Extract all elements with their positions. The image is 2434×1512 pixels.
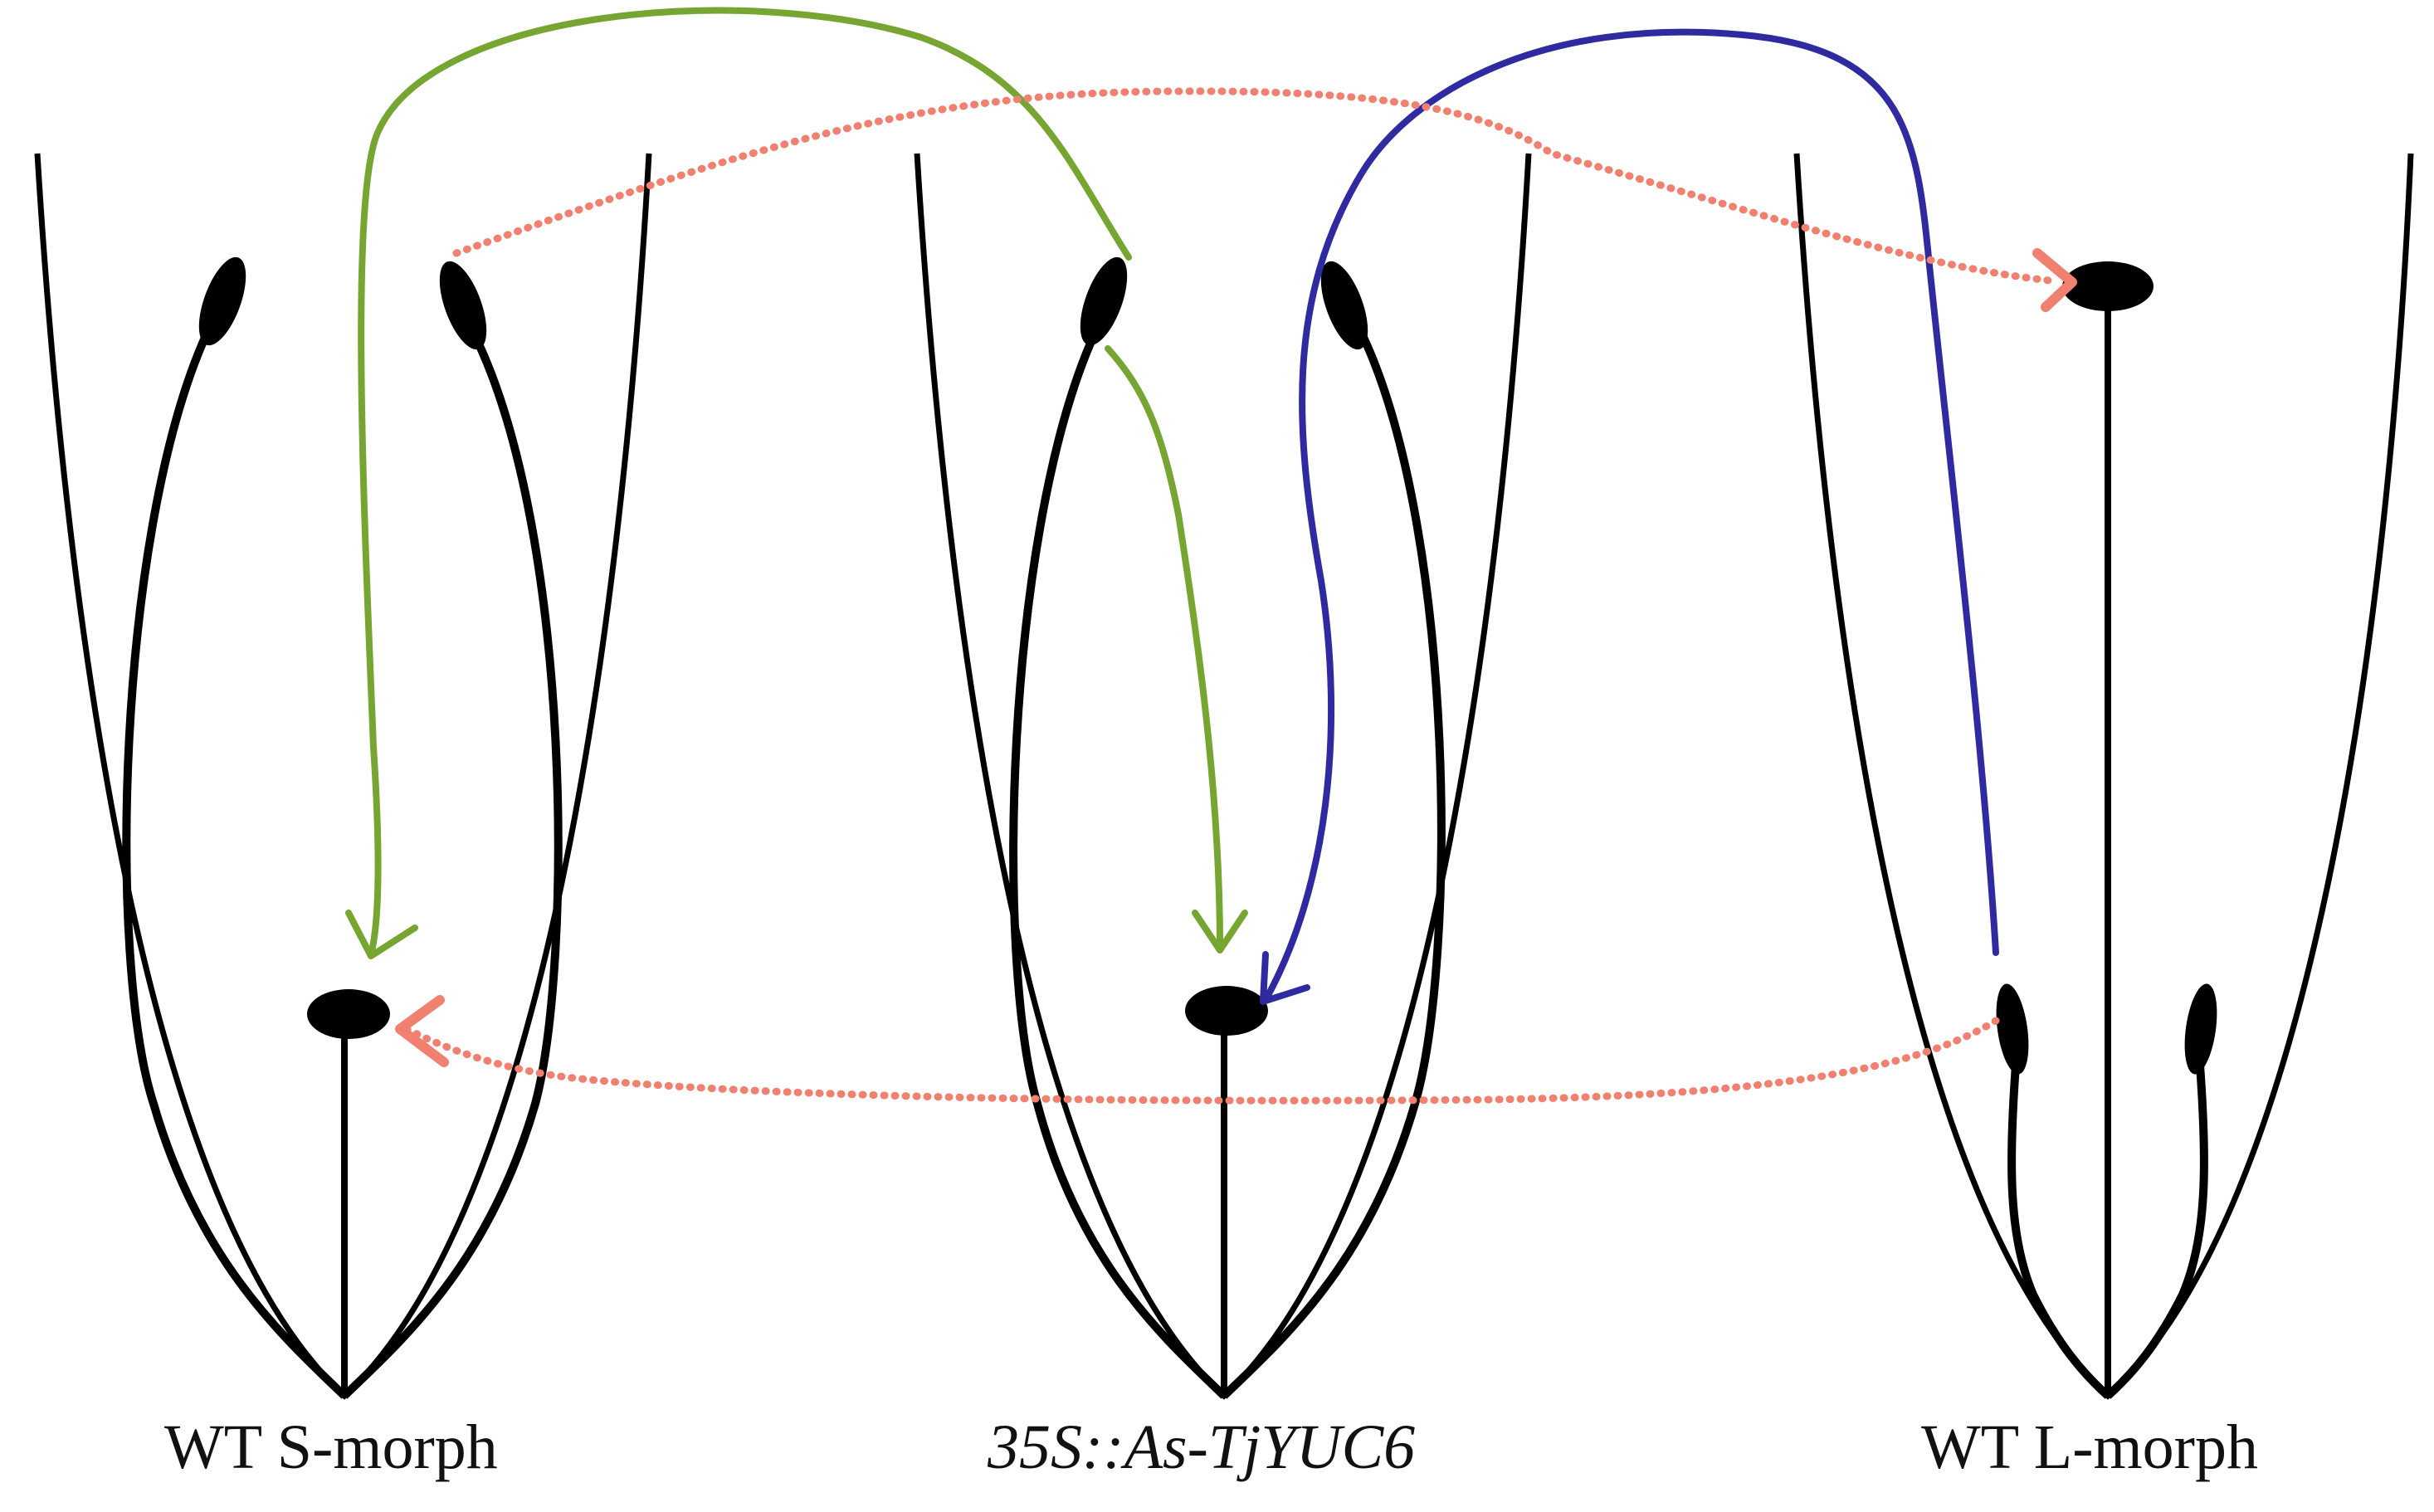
red-arrowhead-s-morph [395, 995, 449, 1067]
green-arrow-to-middle-stigma [1105, 345, 1223, 949]
green-arrows [345, 7, 1248, 959]
anther-right-2 [2184, 983, 2217, 1075]
stamen-filament-left-1 [122, 329, 348, 1399]
stamen-filament-middle-1 [1009, 329, 1227, 1399]
label-wt-l-morph: WT L-morph [1921, 1412, 2258, 1482]
anther-middle-1 [1080, 256, 1128, 346]
anther-left-1 [198, 256, 246, 346]
stamen-filament-right-2 [2105, 1053, 2208, 1399]
stigma-left [307, 989, 390, 1039]
flower-wt-s-morph [34, 153, 652, 1400]
anther-left-2 [439, 261, 487, 350]
green-arrow-to-s-morph-stigma [358, 7, 1132, 958]
corolla-outline-right [1793, 153, 2414, 1400]
red-dotted-arrow-to-l-morph-stigma [452, 87, 2054, 285]
anther-middle-2 [1320, 261, 1368, 350]
anther-right-1 [1996, 983, 2029, 1075]
red-dotted-arrow-to-s-morph-stigma [402, 1017, 2000, 1105]
flower-35s-as-tjyuc6 [914, 153, 1532, 1400]
red-dotted-arrows [395, 87, 2077, 1105]
label-35s-as-tjyuc6: 35S::As-TjYUC6 [988, 1412, 1416, 1482]
green-arrowhead-middle [1192, 910, 1248, 954]
stigma-middle [1185, 986, 1268, 1036]
green-arrowhead-s-morph [345, 910, 418, 959]
blue-arrow-to-middle-stigma [1262, 28, 1999, 1003]
stamen-filament-right-1 [2007, 1053, 2111, 1399]
stamen-filament-middle-2 [1221, 329, 1446, 1399]
label-wt-s-morph: WT S-morph [164, 1412, 498, 1482]
stigma-right [2062, 261, 2154, 311]
flower-wt-l-morph [1793, 153, 2414, 1400]
stamen-filament-left-2 [341, 329, 563, 1399]
blue-arrowhead-middle [1260, 951, 1310, 1005]
blue-arrows [1260, 28, 1999, 1005]
red-arrowhead-l-morph [2032, 248, 2077, 312]
